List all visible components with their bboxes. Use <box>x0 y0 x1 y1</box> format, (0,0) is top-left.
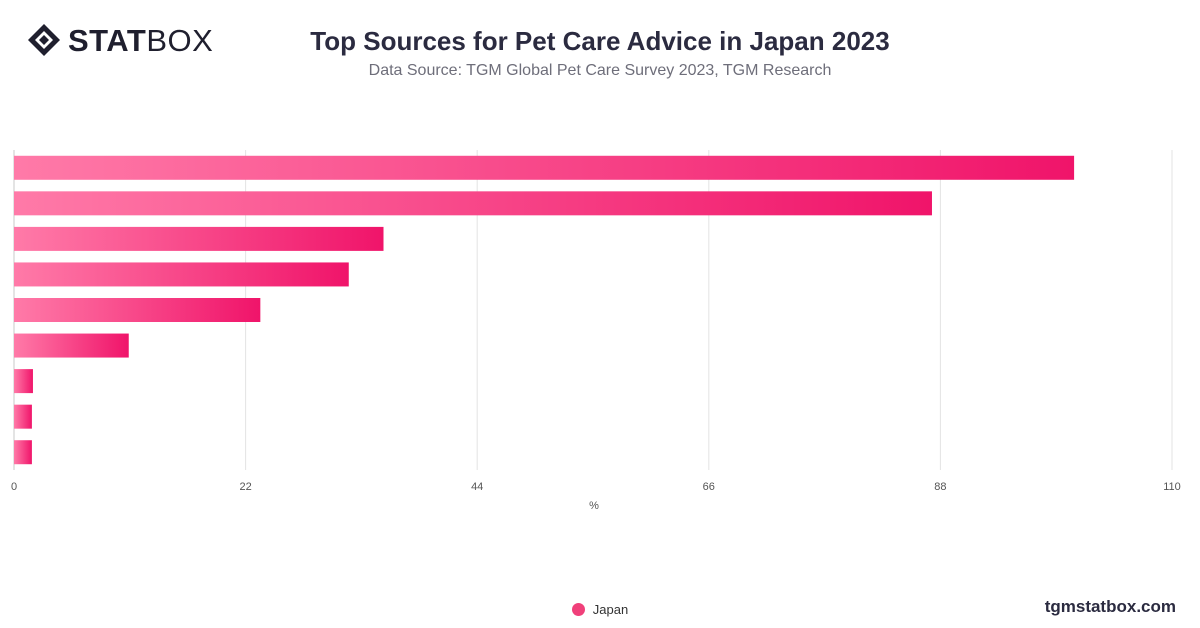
legend-swatch-japan <box>571 603 585 616</box>
chart-title: Top Sources for Pet Care Advice in Japan… <box>310 26 890 56</box>
bar-9[interactable] <box>14 440 32 465</box>
bar-7[interactable] <box>14 369 33 394</box>
chart-subtitle: Data Source: TGM Global Pet Care Survey … <box>368 62 832 79</box>
x-axis-title: % <box>589 500 599 512</box>
x-tick-label-88: 88 <box>934 481 946 493</box>
x-tick-label-66: 66 <box>703 481 715 493</box>
logo-bold: STAT <box>68 22 147 58</box>
bar-6[interactable] <box>14 333 129 358</box>
x-tick-label-0: 0 <box>11 481 17 493</box>
bar-4[interactable] <box>14 262 349 287</box>
bar-5[interactable] <box>14 298 261 322</box>
bar-1[interactable] <box>14 155 1075 180</box>
statbox-logo: STATBOX <box>26 22 213 58</box>
x-tick-label-22: 22 <box>239 481 251 493</box>
bars <box>14 155 1075 465</box>
bar-2[interactable] <box>14 191 932 216</box>
bar-8[interactable] <box>14 404 32 429</box>
x-axis-ticks: 0 22 44 66 88 110 <box>11 481 1181 493</box>
logo-text: STATBOX <box>68 25 213 56</box>
bar-3[interactable] <box>14 226 384 251</box>
legend-label-japan: Japan <box>592 602 629 617</box>
x-tick-label-110: 110 <box>1163 481 1181 493</box>
diamond-logo-icon <box>28 24 60 56</box>
logo-light: BOX <box>146 22 214 58</box>
x-tick-label-44: 44 <box>471 481 483 493</box>
website-watermark: tgmstatbox.com <box>1044 597 1176 616</box>
legend: Japan <box>0 602 1200 617</box>
